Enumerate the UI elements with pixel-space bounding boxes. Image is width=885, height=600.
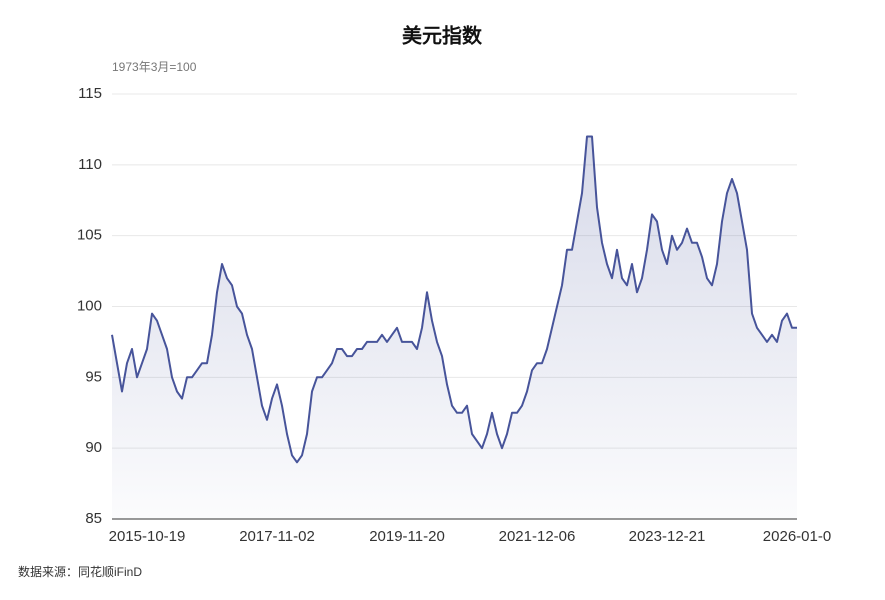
line bbox=[111, 135, 797, 464]
x-tick-label: 2017-11-02 bbox=[239, 528, 315, 545]
y-tick-label: 100 bbox=[77, 297, 102, 314]
y-tick-label: 85 bbox=[85, 510, 102, 527]
y-tick-label: 105 bbox=[77, 227, 102, 244]
y-tick-label: 115 bbox=[78, 85, 102, 102]
y-tick-label: 110 bbox=[78, 156, 102, 173]
chart-title: 美元指数 bbox=[402, 23, 483, 47]
y-tick-label: 90 bbox=[85, 439, 102, 456]
x-tick-label: 2021-12-06 bbox=[499, 528, 576, 545]
subtitle: 1973年3月=100 bbox=[112, 60, 197, 74]
x-tick-label: 2023-12-21 bbox=[629, 528, 706, 545]
source: 数据来源：同花顺iFinD bbox=[18, 564, 142, 579]
x-tick-label: 2019-11-20 bbox=[369, 528, 445, 545]
x-tick-label: 2015-10-19 bbox=[109, 528, 186, 545]
y-tick-label: 95 bbox=[85, 368, 102, 385]
area bbox=[112, 136, 797, 519]
x-tick-label: 2026-01-0 bbox=[763, 528, 831, 545]
